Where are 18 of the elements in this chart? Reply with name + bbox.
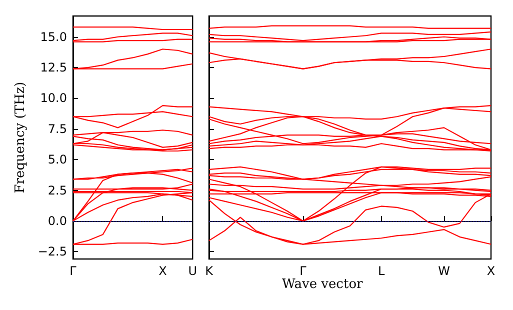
- x-tick-label: W: [438, 264, 450, 278]
- y-tick-label: 10.0: [40, 91, 67, 106]
- x-tick-label: K: [205, 264, 214, 278]
- y-tick-label: 15.0: [40, 30, 67, 44]
- y-tick-label: −2.5: [38, 244, 67, 259]
- y-axis-title: Frequency (THz): [12, 82, 28, 194]
- x-axis-title: Wave vector: [282, 277, 364, 292]
- y-tick-label: 12.5: [40, 60, 67, 75]
- x-tick-label: X: [158, 264, 167, 278]
- x-tick-label: L: [378, 264, 385, 278]
- x-tick-label: U: [188, 264, 198, 278]
- x-tick-label: X: [486, 264, 496, 278]
- y-tick-label: 7.5: [48, 122, 67, 136]
- y-tick-label: 0.0: [48, 214, 67, 228]
- x-tick-label: Γ: [70, 264, 77, 278]
- y-tick-label: 2.5: [48, 183, 67, 198]
- y-tick-label: 5.0: [48, 152, 67, 167]
- x-tick-label: Γ: [300, 264, 307, 278]
